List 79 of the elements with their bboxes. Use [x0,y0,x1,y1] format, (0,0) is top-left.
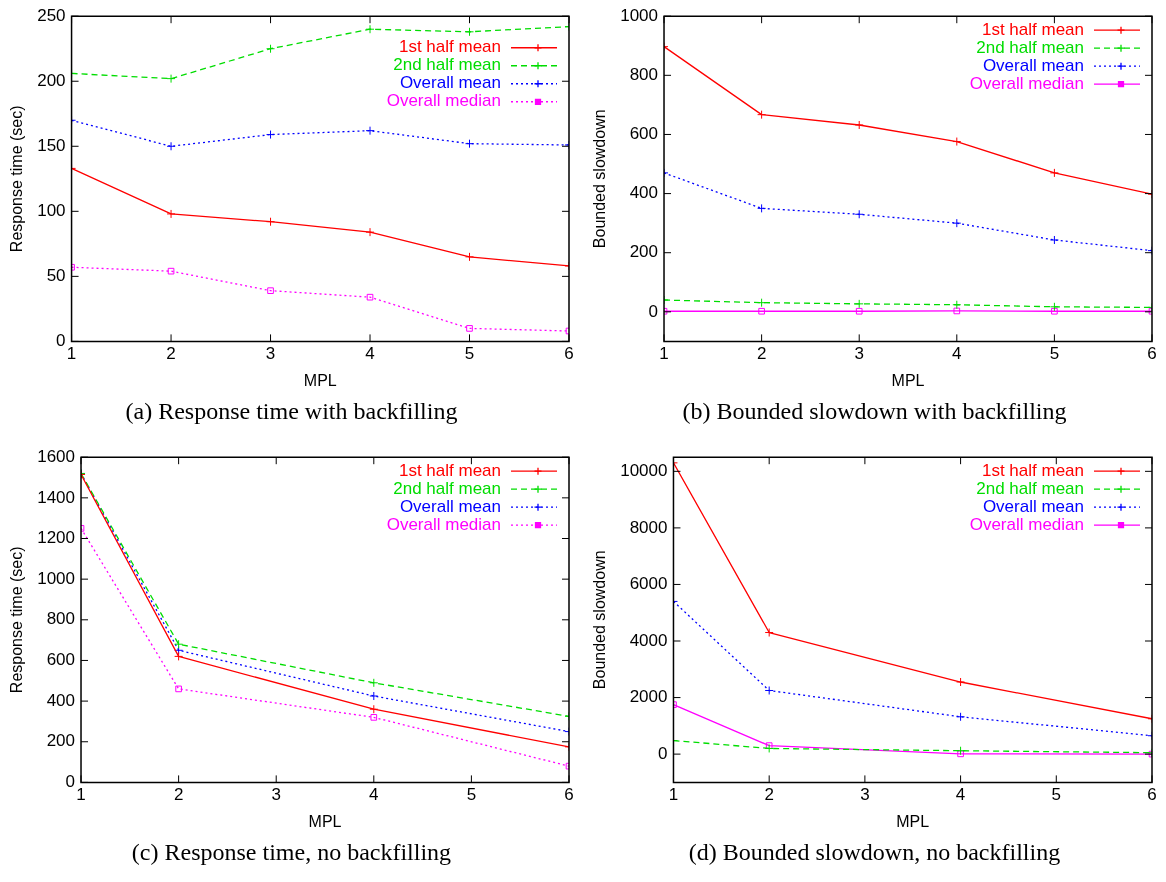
text: (b) Bounded slowdown with backfilling [681,398,1068,425]
x-tick-label: 5 [1051,785,1062,805]
legend-label: 1st half mean [398,37,501,57]
x-tick-label: 1 [668,785,679,805]
x-tick-label: 3 [854,344,864,364]
x-tick-label: 2 [764,785,774,805]
legend-label: Overall mean [982,55,1084,75]
legend-label: 2nd half mean [393,478,501,498]
y-tick-label: 0 [658,743,668,763]
x-tick-label: 4 [369,785,379,805]
legend-label: 1st half mean [981,460,1084,480]
x-tick-label: 3 [265,344,276,364]
legend-label: 2nd half mean [976,37,1084,57]
y-tick-label: 1200 [37,528,76,548]
y-tick-label: 10000 [620,461,668,481]
y-tick-label: 6000 [629,574,668,594]
y-tick-label: 100 [37,201,66,221]
y-tick-label: 2000 [629,687,668,707]
x-tick-label: 1 [66,344,77,364]
y-tick-label: 400 [46,690,76,710]
x-tick-label: 4 [952,344,962,364]
text: (c) Response time, no backfilling [130,839,453,866]
y-tick-label: 600 [46,650,76,670]
x-tick-label: 6 [1147,785,1157,805]
x-tick-label: 6 [564,785,574,805]
y-tick-label: 400 [629,183,659,203]
y-axis-title: Bounded slowdown [591,550,609,690]
y-tick-label: 200 [37,70,66,90]
y-axis-title: Bounded slowdown [591,109,609,249]
legend-label: Overall mean [399,496,501,516]
legend-label: Overall median [386,91,501,111]
x-axis-title: MPL [308,812,342,830]
legend-label: Overall mean [399,73,501,93]
y-tick-label: 200 [46,731,76,751]
x-tick-label: 4 [955,785,966,805]
x-axis-title: MPL [303,371,337,389]
y-tick-label: 200 [629,242,659,262]
x-tick-label: 2 [756,344,767,364]
legend-label: Overall mean [982,496,1084,516]
y-tick-label: 8000 [629,517,668,537]
y-tick-label: 1600 [37,446,76,466]
legend-label: 2nd half mean [976,478,1084,498]
y-tick-label: 150 [37,135,66,155]
y-tick-label: 50 [46,266,66,286]
legend-label: 2nd half mean [393,55,501,75]
text: (a) Response time with backfilling [124,398,459,425]
y-tick-label: 1000 [620,5,659,25]
legend-label: 1st half mean [398,460,501,480]
legend-label: Overall median [969,514,1084,534]
legend-label: Overall median [386,514,501,534]
legend-label: 1st half mean [981,19,1084,39]
x-tick-label: 6 [1147,344,1157,364]
x-tick-label: 5 [464,344,475,364]
text: (d) Bounded slowdown, no backfilling [687,839,1062,866]
x-tick-label: 1 [659,344,669,364]
x-tick-label: 3 [860,785,870,805]
y-tick-label: 0 [648,301,659,321]
x-tick-label: 5 [1049,344,1060,364]
y-axis-title: Response time (sec) [8,105,26,253]
x-tick-label: 3 [271,785,281,805]
x-tick-label: 5 [466,785,477,805]
y-tick-label: 1400 [37,487,76,507]
y-axis-title: Response time (sec) [8,546,26,694]
x-tick-label: 1 [76,785,86,805]
y-tick-label: 4000 [629,630,668,650]
x-axis-title: MPL [896,812,930,830]
legend-label: Overall median [969,73,1084,93]
x-axis-title: MPL [891,371,925,389]
y-tick-label: 800 [629,65,659,85]
y-tick-label: 1000 [37,568,76,588]
x-tick-label: 4 [365,344,375,364]
x-tick-label: 2 [166,344,176,364]
y-tick-label: 0 [65,772,76,792]
y-tick-label: 600 [629,124,659,144]
x-tick-label: 6 [564,344,574,364]
x-tick-label: 2 [173,785,184,805]
y-tick-label: 800 [46,609,76,629]
y-tick-label: 0 [56,331,66,351]
y-tick-label: 250 [37,5,66,25]
